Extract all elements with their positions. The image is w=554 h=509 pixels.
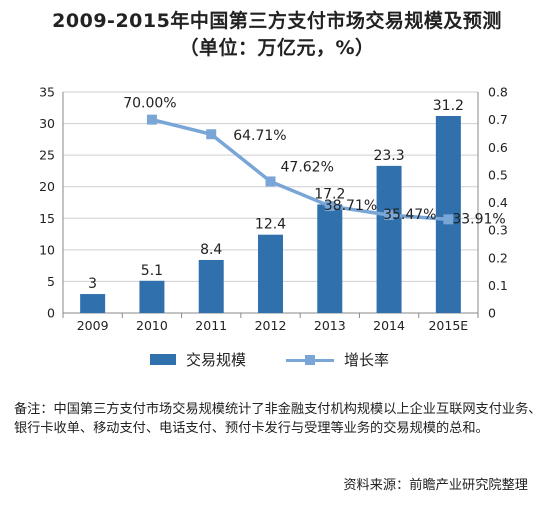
line-value-label: 47.62%: [281, 159, 334, 175]
bar-value-label: 31.2: [433, 98, 464, 114]
x-tick-label: 2014: [373, 318, 405, 333]
y2-tick-label: 0.2: [488, 250, 508, 265]
bar-value-label: 23.3: [373, 148, 404, 164]
y2-tick-label: 0.8: [488, 85, 508, 100]
x-tick-label: 2013: [314, 318, 346, 333]
bar-value-label: 12.4: [255, 217, 286, 233]
x-tick-label: 2012: [255, 318, 287, 333]
y2-tick-label: 0: [488, 306, 496, 321]
y2-tick-label: 0.4: [488, 195, 508, 210]
bar: [258, 234, 283, 313]
bar: [139, 280, 165, 313]
combo-chart: 0 5 10 15 20 25 30 35 0 0.1 0.2 0.3 0.4 0.5 0.6 0.7 0.8 2…: [39, 85, 508, 334]
y2-tick-label: 0.5: [488, 167, 508, 182]
bar-value-label: 17.2: [314, 186, 345, 202]
line-marker: [324, 201, 335, 212]
y2-tick-label: 0.3: [488, 223, 508, 238]
bar: [198, 259, 224, 313]
bar-value-label: 8.4: [200, 242, 222, 258]
x-tick-label: 2009: [77, 318, 109, 333]
line-marker: [265, 176, 276, 187]
chart-subtitle: （单位：万亿元，%）: [179, 37, 375, 59]
line-value-label: 64.71%: [233, 128, 286, 144]
line-marker: [206, 129, 217, 140]
y-tick-label: 10: [39, 242, 55, 257]
chart-title: 2009-2015年中国第三方支付市场交易规模及预测: [52, 10, 502, 32]
x-tick-label: 2015E: [428, 318, 468, 333]
legend-line-swatch: [286, 353, 335, 367]
line-marker: [384, 210, 395, 221]
line-value-label: 35.47%: [383, 207, 436, 223]
y2-tick-label: 0.1: [488, 278, 508, 293]
y-tick-label: 15: [39, 211, 55, 226]
y-tick-label: 35: [39, 85, 55, 100]
legend-bar-label: 交易规模: [186, 351, 247, 369]
line-marker: [146, 114, 157, 125]
y2-tick-label: 0.6: [488, 140, 508, 155]
y-tick-label: 25: [39, 148, 55, 163]
chart-legend: 交易规模 增长率: [150, 349, 429, 370]
data-source: 资料来源：前瞻产业研究院整理: [343, 478, 528, 493]
x-tick-label: 2010: [136, 318, 168, 333]
line-value-label: 38.71%: [324, 198, 377, 214]
bar: [376, 165, 402, 313]
line-marker: [443, 214, 454, 225]
y-tick-label: 30: [39, 116, 55, 131]
line-value-label: 70.00%: [123, 96, 176, 112]
y-tick-label: 5: [47, 274, 55, 289]
growth-line: [151, 117, 449, 222]
y-tick-label: 0: [47, 306, 55, 321]
x-tick-label: 2011: [195, 318, 227, 333]
y2-tick-label: 0.7: [488, 112, 508, 127]
legend-line-label: 增长率: [344, 351, 390, 369]
legend-item-line: 增长率: [286, 349, 389, 370]
legend-bar-swatch: [150, 354, 176, 365]
line-value-label: 33.91%: [452, 211, 505, 227]
bar: [80, 294, 106, 313]
y-tick-label: 20: [39, 179, 55, 194]
bar-value-label: 5.1: [141, 263, 163, 279]
legend-item-bar: 交易规模: [150, 349, 246, 370]
bar-value-label: 3: [88, 276, 97, 292]
bar: [317, 204, 343, 313]
chart-note: 备注：中国第三方支付市场交易规模统计了非金融支付机构规模以上企业互联网支付业务、…: [14, 402, 542, 436]
